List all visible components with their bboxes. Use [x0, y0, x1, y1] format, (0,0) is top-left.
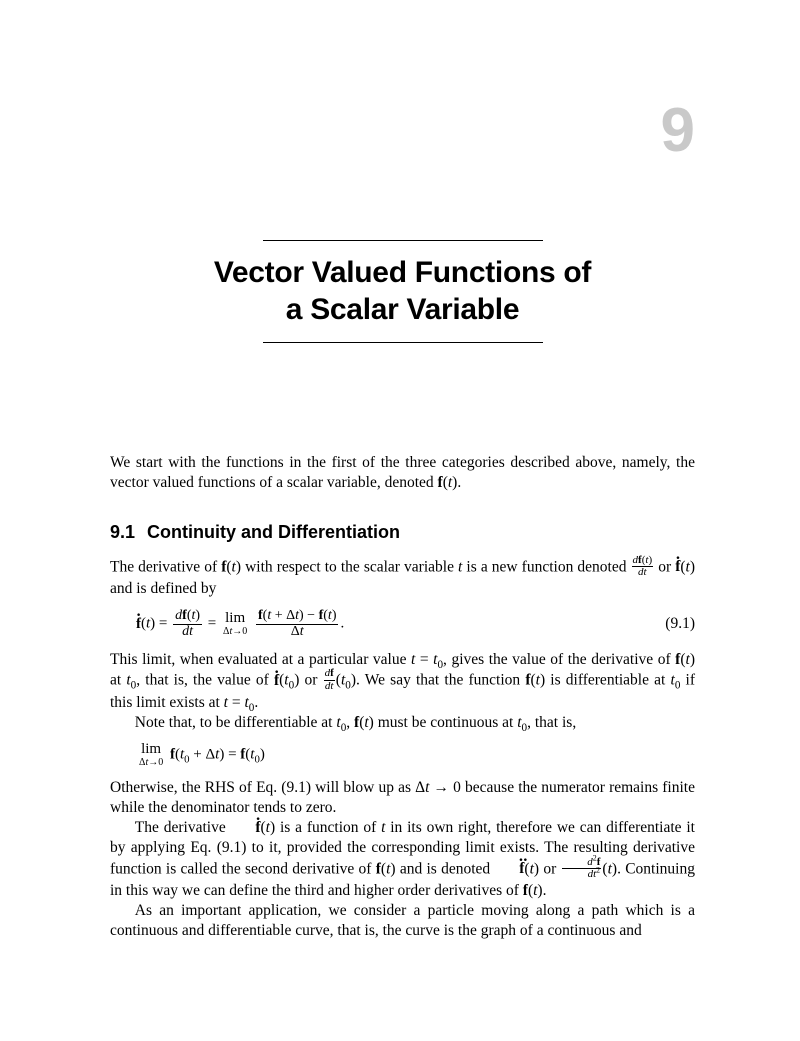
- paragraph-6: As an important application, we consider…: [110, 901, 695, 941]
- title-line-2: a Scalar Variable: [286, 293, 519, 326]
- equation-9-1-body: f(t) = df(t)dt = limΔt→0 f(t + Δt) − f(t…: [136, 609, 651, 639]
- paragraph-2: This limit, when evaluated at a particul…: [110, 650, 695, 713]
- paragraph-5: The derivative f(t) is a function of t i…: [110, 818, 695, 901]
- chapter-title-block: Vector Valued Functions of a Scalar Vari…: [110, 240, 695, 343]
- equation-9-1-number: (9.1): [651, 614, 695, 634]
- paragraph-3: Note that, to be differentiable at t0, f…: [110, 713, 695, 733]
- equation-9-1: f(t) = df(t)dt = limΔt→0 f(t + Δt) − f(t…: [136, 609, 695, 639]
- title-rule-top: [263, 240, 543, 241]
- equation-limit: limΔt→0 f(t0 + Δt) = f(t0): [136, 742, 695, 768]
- equation-limit-body: limΔt→0 f(t0 + Δt) = f(t0): [136, 742, 695, 768]
- title-line-1: Vector Valued Functions of: [214, 256, 591, 289]
- page: 9 Vector Valued Functions of a Scalar Va…: [0, 0, 800, 1041]
- section-title: Continuity and Differentiation: [147, 522, 400, 542]
- intro-paragraph: We start with the functions in the first…: [110, 453, 695, 493]
- chapter-title: Vector Valued Functions of a Scalar Vari…: [110, 255, 695, 328]
- paragraph-1: The derivative of f(t) with respect to t…: [110, 556, 695, 599]
- body-text: We start with the functions in the first…: [110, 453, 695, 940]
- title-rule-bottom: [263, 342, 543, 343]
- paragraph-4: Otherwise, the RHS of Eq. (9.1) will blo…: [110, 778, 695, 818]
- section-heading: 9.1 Continuity and Differentiation: [110, 521, 695, 544]
- chapter-number: 9: [661, 100, 695, 162]
- section-number: 9.1: [110, 522, 135, 542]
